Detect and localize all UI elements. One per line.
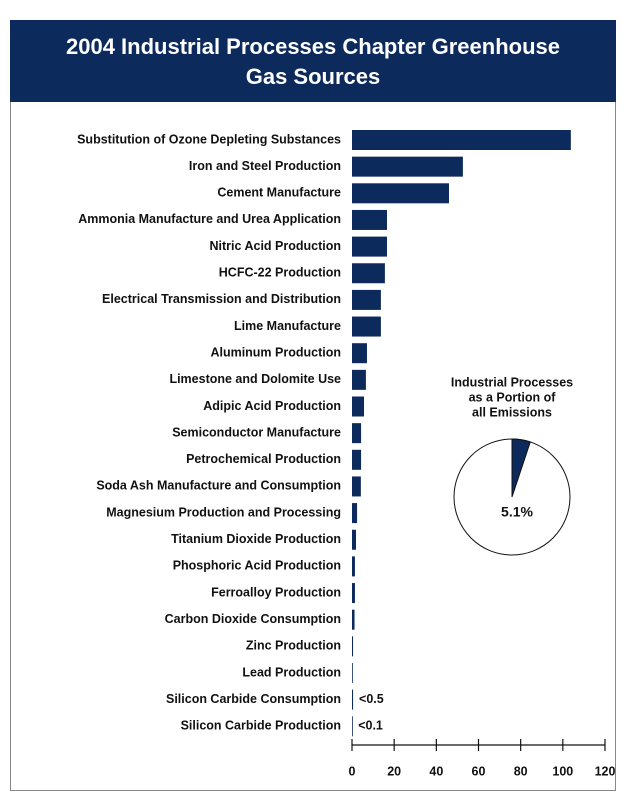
x-tick-label: 80: [514, 764, 528, 778]
category-label: Nitric Acid Production: [210, 239, 342, 253]
pie-title: all Emissions: [472, 405, 552, 419]
category-label: Carbon Dioxide Consumption: [165, 612, 341, 626]
pie-title: as a Portion of: [469, 390, 557, 404]
bar: [352, 636, 354, 657]
bar: [352, 529, 357, 550]
bar: [352, 209, 387, 230]
category-label: Lead Production: [242, 665, 341, 679]
category-label: Ammonia Manufacture and Urea Application: [78, 212, 341, 226]
category-label: Silicon Carbide Consumption: [166, 692, 341, 706]
category-label: Soda Ash Manufacture and Consumption: [96, 479, 341, 493]
bar: [352, 716, 353, 737]
value-label: <0.1: [358, 719, 383, 733]
category-label: Electrical Transmission and Distribution: [102, 292, 341, 306]
bar: [352, 583, 355, 604]
bar: [352, 663, 353, 683]
bar: [352, 369, 366, 390]
bar: [352, 236, 387, 257]
category-label: Limestone and Dolomite Use: [169, 372, 341, 386]
category-label: Lime Manufacture: [234, 319, 341, 333]
bar: [352, 156, 463, 177]
value-label: <0.5: [359, 692, 384, 706]
category-label: Magnesium Production and Processing: [106, 505, 341, 519]
x-tick-label: 100: [552, 764, 573, 778]
bar: [352, 263, 385, 284]
bar: [352, 449, 362, 470]
category-label: Titanium Dioxide Production: [171, 532, 341, 546]
bar: [352, 316, 381, 337]
bar: [352, 689, 354, 710]
category-label: Aluminum Production: [210, 345, 341, 359]
bar: [352, 556, 355, 577]
bar: [352, 343, 367, 364]
category-label: Adipic Acid Production: [203, 399, 341, 413]
pie-value-label: 5.1%: [501, 504, 533, 520]
bar: [352, 503, 358, 524]
pie-title: Industrial Processes: [451, 375, 573, 389]
category-label: Petrochemical Production: [186, 452, 341, 466]
bar: [352, 609, 355, 630]
bar: [352, 423, 362, 444]
category-label: Substitution of Ozone Depleting Substanc…: [77, 132, 341, 146]
x-tick-label: 60: [472, 764, 486, 778]
bar: [352, 183, 449, 204]
chart-title: Gas Sources: [246, 64, 381, 89]
category-label: Ferroalloy Production: [211, 585, 341, 599]
category-label: Silicon Carbide Production: [181, 719, 341, 733]
title-box: [10, 20, 616, 102]
category-label: Phosphoric Acid Production: [173, 559, 341, 573]
bar: [352, 476, 361, 497]
pie-slice: [511, 438, 531, 498]
category-label: HCFC-22 Production: [219, 266, 341, 280]
bar: [352, 289, 381, 310]
category-label: Semiconductor Manufacture: [172, 425, 341, 439]
chart-title: 2004 Industrial Processes Chapter Greenh…: [66, 34, 560, 59]
category-label: Cement Manufacture: [217, 186, 341, 200]
bar: [352, 130, 571, 150]
x-tick-label: 40: [429, 764, 443, 778]
bar: [352, 396, 365, 417]
x-tick-label: 20: [387, 764, 401, 778]
x-tick-label: 120: [595, 764, 616, 778]
x-tick-label: 0: [349, 764, 356, 778]
category-label: Iron and Steel Production: [189, 159, 341, 173]
category-label: Zinc Production: [246, 639, 341, 653]
